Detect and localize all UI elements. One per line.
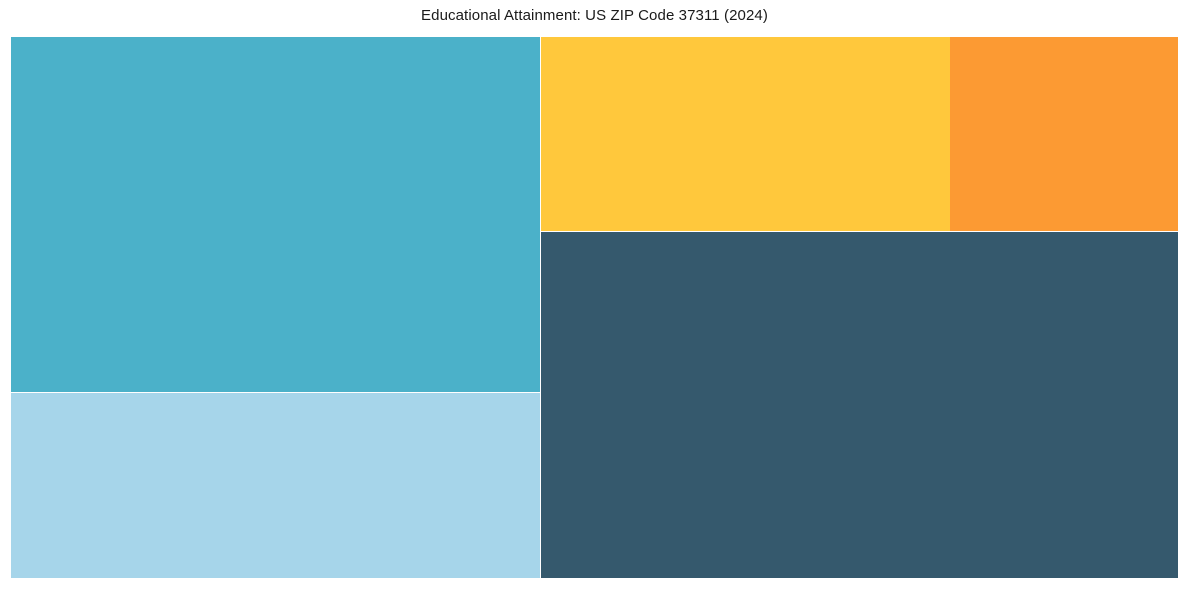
tile-orange[interactable]: Graduate or professional degree [950,37,1178,231]
tile-dark-slate[interactable]: Some college or associate degree [541,232,1178,578]
tile-light-blue[interactable]: Bachelor's degree [11,393,540,578]
tile-yellow[interactable]: Less than high school [541,37,950,231]
treemap-plot-area: High school graduateBachelor's degreeLes… [11,37,1178,578]
tile-teal[interactable]: High school graduate [11,37,540,392]
chart-title: Educational Attainment: US ZIP Code 3731… [421,7,768,24]
